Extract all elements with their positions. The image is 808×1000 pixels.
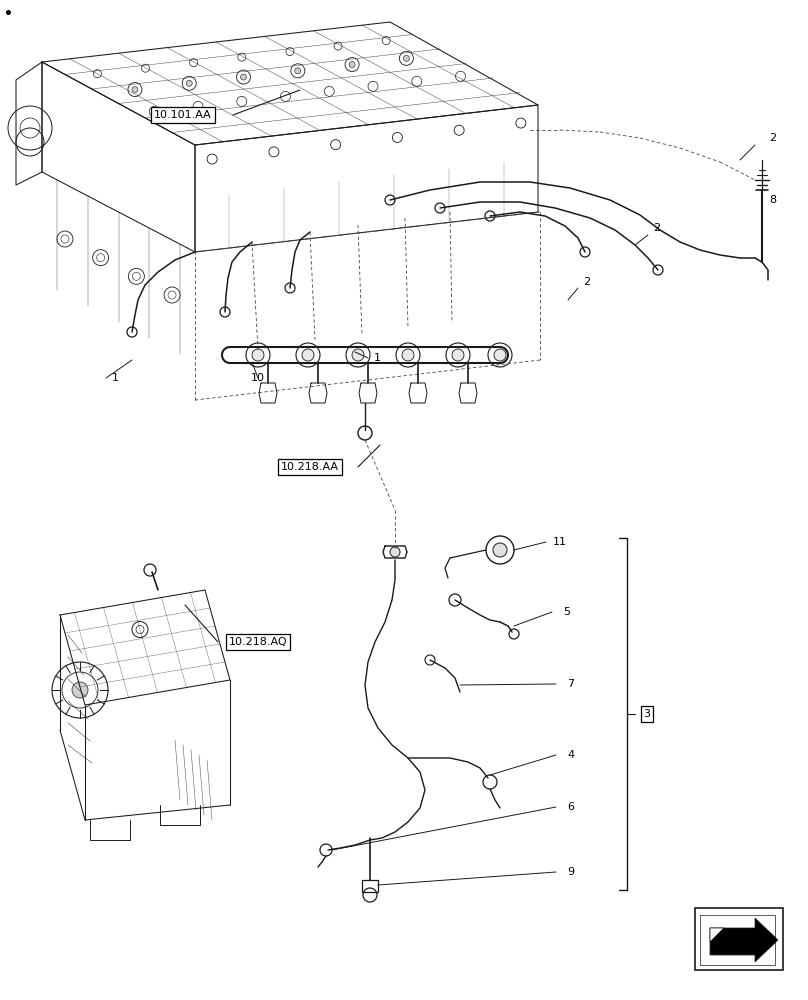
Circle shape	[494, 349, 506, 361]
Polygon shape	[710, 918, 778, 962]
Text: 10.218.AA: 10.218.AA	[281, 462, 339, 472]
Text: 2: 2	[769, 133, 776, 143]
Circle shape	[295, 68, 301, 74]
Circle shape	[132, 87, 138, 93]
Circle shape	[252, 349, 264, 361]
Text: 4: 4	[567, 750, 574, 760]
Text: 1: 1	[112, 373, 119, 383]
Text: 5: 5	[563, 607, 570, 617]
Text: 10.218.AQ: 10.218.AQ	[229, 637, 288, 647]
Circle shape	[403, 55, 410, 61]
Text: 6: 6	[567, 802, 574, 812]
Circle shape	[302, 349, 314, 361]
Circle shape	[402, 349, 414, 361]
Bar	[700, 915, 775, 965]
Text: 10: 10	[251, 373, 265, 383]
Circle shape	[493, 543, 507, 557]
Circle shape	[241, 74, 246, 80]
Text: 2: 2	[654, 223, 661, 233]
Circle shape	[390, 547, 400, 557]
Text: 7: 7	[567, 679, 574, 689]
Text: 11: 11	[553, 537, 567, 547]
Text: 1: 1	[373, 353, 381, 363]
Text: 2: 2	[583, 277, 591, 287]
Text: 10.101.AA: 10.101.AA	[154, 110, 212, 120]
Circle shape	[72, 682, 88, 698]
Text: 8: 8	[769, 195, 776, 205]
Bar	[695, 908, 783, 970]
Circle shape	[352, 349, 364, 361]
Text: 3: 3	[643, 709, 650, 719]
Circle shape	[349, 62, 355, 68]
Polygon shape	[710, 928, 724, 942]
Text: 9: 9	[567, 867, 574, 877]
Circle shape	[452, 349, 464, 361]
Circle shape	[186, 80, 192, 86]
